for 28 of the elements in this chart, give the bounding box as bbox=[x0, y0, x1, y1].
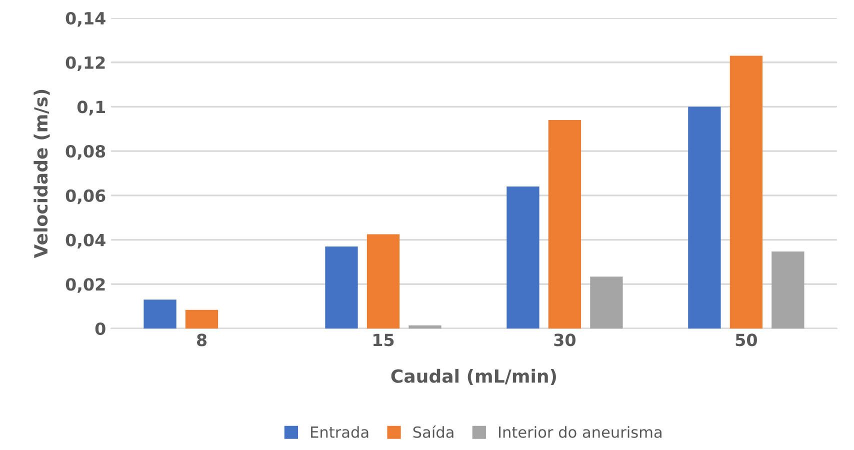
x-tick-label: 50 bbox=[736, 334, 757, 346]
x-tick-label: 8 bbox=[196, 334, 207, 346]
bar bbox=[366, 234, 400, 328]
y-axis-title: Velocidade (m/s) bbox=[34, 90, 50, 258]
x-tick-label: 15 bbox=[374, 334, 394, 346]
bar bbox=[730, 56, 763, 328]
y-tick-label: 0,08 bbox=[66, 145, 106, 160]
y-tick-label: 0,02 bbox=[66, 278, 105, 293]
bar bbox=[772, 252, 804, 328]
bar bbox=[548, 120, 582, 328]
x-axis-title: Caudal (mL/min) bbox=[391, 368, 556, 386]
bar bbox=[688, 106, 721, 328]
legend-label: Saída bbox=[413, 425, 454, 438]
y-tick-label: 0,14 bbox=[66, 12, 106, 27]
y-tick-label: 0,06 bbox=[66, 189, 106, 204]
y-tick-label: 0,12 bbox=[66, 56, 105, 72]
y-tick-label: 0,1 bbox=[77, 100, 106, 116]
legend-label: Entrada bbox=[311, 426, 368, 438]
y-tick-label: 0 bbox=[95, 322, 106, 336]
bar bbox=[506, 186, 540, 328]
y-tick-label: 0,04 bbox=[66, 234, 106, 248]
legend-label: Interior do aneurisma bbox=[498, 426, 662, 438]
bar bbox=[590, 276, 623, 328]
bar bbox=[408, 325, 442, 328]
bar bbox=[325, 246, 358, 328]
x-tick-label: 30 bbox=[554, 334, 576, 346]
bar bbox=[144, 300, 176, 328]
bar bbox=[185, 310, 218, 328]
